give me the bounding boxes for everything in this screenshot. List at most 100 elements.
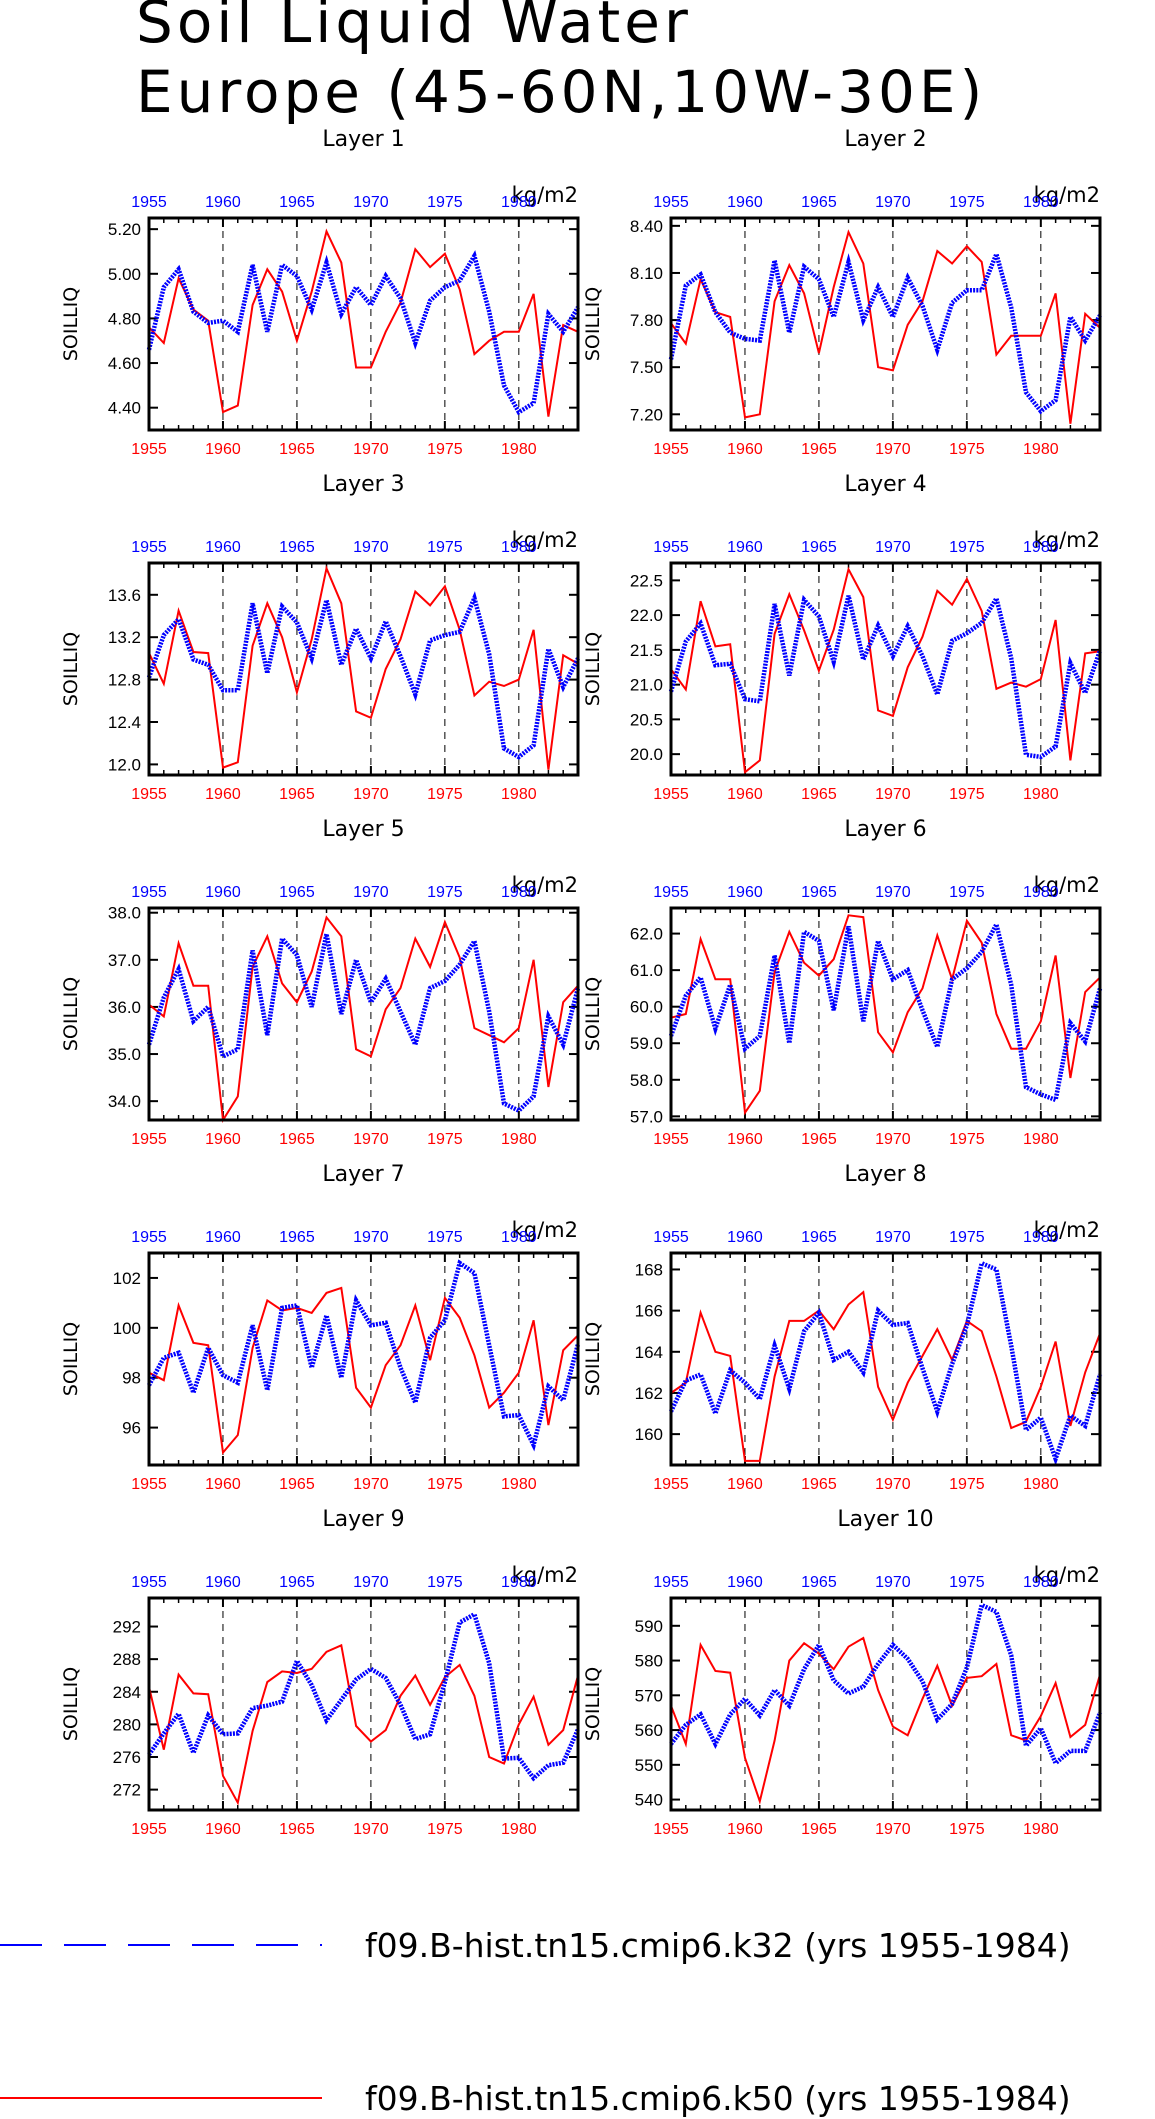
x-tick-label-top: 1960 bbox=[205, 1574, 241, 1591]
x-tick-label-bottom: 1970 bbox=[353, 1476, 389, 1493]
panel-title: Layer 8 bbox=[844, 1162, 926, 1187]
y-tick-label: 62.0 bbox=[630, 925, 663, 944]
x-tick-label-top: 1980 bbox=[1023, 194, 1059, 211]
x-tick-label-top: 1965 bbox=[801, 884, 837, 901]
x-tick-label-top: 1970 bbox=[875, 539, 911, 556]
x-tick-label-top: 1970 bbox=[353, 539, 389, 556]
panel-title: Layer 5 bbox=[322, 817, 404, 842]
series-line-k50 bbox=[670, 1636, 1101, 1805]
x-tick-label-bottom: 1960 bbox=[205, 1476, 241, 1493]
x-tick-label-top: 1980 bbox=[501, 884, 537, 901]
chart-panel: Layer 8 kg/m2 SOILLIQ 1955 1955 1960 1960 1965 1… bbox=[582, 1162, 1103, 1493]
y-tick-label: 12.8 bbox=[108, 671, 141, 690]
x-tick-label-top: 1955 bbox=[131, 194, 167, 211]
y-tick-label: 550 bbox=[635, 1756, 663, 1775]
chart-panel: Layer 10 kg/m2 SOILLIQ 1955 1955 1960 1960 1965… bbox=[582, 1507, 1103, 1838]
y-tick-label: 560 bbox=[635, 1721, 663, 1740]
series-line-k50 bbox=[148, 228, 579, 417]
x-tick-label-top: 1975 bbox=[427, 1229, 463, 1246]
x-tick-label-top: 1980 bbox=[1023, 1229, 1059, 1246]
units-label: kg/m2 bbox=[512, 183, 578, 207]
series-line-k32 bbox=[669, 1601, 1103, 1767]
x-tick-label-bottom: 1970 bbox=[875, 1476, 911, 1493]
x-tick-label-top: 1965 bbox=[801, 1574, 837, 1591]
x-tick-label-top: 1955 bbox=[131, 539, 167, 556]
y-tick-label: 35.0 bbox=[108, 1045, 141, 1064]
x-tick-label-top: 1955 bbox=[131, 1574, 167, 1591]
series-line-k32 bbox=[668, 247, 1102, 415]
x-tick-label-bottom: 1980 bbox=[1023, 1476, 1059, 1493]
y-axis-label: SOILLIQ bbox=[60, 632, 82, 706]
series-line-k50 bbox=[148, 1643, 579, 1806]
x-tick-label-bottom: 1965 bbox=[279, 1476, 315, 1493]
y-tick-label: 570 bbox=[635, 1686, 663, 1705]
y-tick-label: 102 bbox=[113, 1269, 141, 1288]
x-tick-label-top: 1980 bbox=[1023, 884, 1059, 901]
series-line-k50 bbox=[670, 229, 1101, 424]
y-tick-label: 272 bbox=[113, 1781, 141, 1800]
x-tick-label-bottom: 1965 bbox=[801, 1131, 837, 1148]
y-tick-label: 8.10 bbox=[630, 264, 663, 283]
x-tick-label-bottom: 1965 bbox=[279, 1821, 315, 1838]
x-tick-label-bottom: 1970 bbox=[875, 1131, 911, 1148]
x-tick-label-bottom: 1960 bbox=[727, 1131, 763, 1148]
x-tick-label-top: 1975 bbox=[427, 194, 463, 211]
y-axis-label: SOILLIQ bbox=[582, 287, 604, 361]
y-tick-label: 20.0 bbox=[630, 745, 663, 764]
x-tick-label-top: 1975 bbox=[949, 884, 985, 901]
y-axis-label: SOILLIQ bbox=[582, 1667, 604, 1741]
x-tick-label-bottom: 1970 bbox=[875, 786, 911, 803]
x-tick-label-top: 1955 bbox=[131, 1229, 167, 1246]
x-tick-label-bottom: 1975 bbox=[949, 786, 985, 803]
x-tick-label-bottom: 1980 bbox=[501, 441, 537, 458]
y-tick-label: 284 bbox=[113, 1683, 141, 1702]
x-tick-label-top: 1960 bbox=[727, 194, 763, 211]
panel-title: Layer 4 bbox=[844, 472, 926, 497]
x-tick-label-bottom: 1970 bbox=[353, 786, 389, 803]
y-tick-label: 98 bbox=[122, 1369, 141, 1388]
plot-frame bbox=[147, 561, 580, 777]
panel-title: Layer 2 bbox=[844, 127, 926, 152]
plot-frame bbox=[669, 561, 1102, 777]
y-tick-label: 8.40 bbox=[630, 217, 663, 236]
series-line-k50 bbox=[670, 566, 1101, 775]
plot-frame bbox=[669, 1596, 1102, 1812]
y-tick-label: 4.80 bbox=[108, 309, 141, 328]
y-tick-label: 36.0 bbox=[108, 998, 141, 1017]
x-tick-label-top: 1980 bbox=[501, 539, 537, 556]
x-tick-label-top: 1965 bbox=[801, 194, 837, 211]
y-tick-label: 12.4 bbox=[108, 713, 141, 732]
series-line-k32 bbox=[147, 1610, 581, 1782]
y-axis-label: SOILLIQ bbox=[582, 632, 604, 706]
x-tick-label-bottom: 1965 bbox=[801, 1821, 837, 1838]
x-tick-label-top: 1970 bbox=[875, 1229, 911, 1246]
x-tick-label-bottom: 1960 bbox=[205, 786, 241, 803]
x-tick-label-top: 1975 bbox=[949, 539, 985, 556]
series-line-k32 bbox=[146, 933, 581, 1114]
chart-panel: Layer 9 kg/m2 SOILLIQ 1955 1955 1960 1960 1965 1… bbox=[60, 1507, 581, 1838]
x-tick-label-bottom: 1980 bbox=[1023, 1131, 1059, 1148]
x-tick-label-bottom: 1960 bbox=[205, 1131, 241, 1148]
chart-panel: Layer 2 kg/m2 SOILLIQ 1955 1955 1960 1960 1965 1… bbox=[582, 127, 1102, 458]
units-label: kg/m2 bbox=[512, 1218, 578, 1242]
x-tick-label-bottom: 1955 bbox=[131, 1821, 167, 1838]
panels-grid: Layer 1 kg/m2 SOILLIQ 1955 1955 1960 1960 1965 1… bbox=[60, 127, 1103, 1838]
units-label: kg/m2 bbox=[1034, 1563, 1100, 1587]
units-label: kg/m2 bbox=[512, 873, 578, 897]
series-line-k50 bbox=[148, 915, 579, 1123]
units-label: kg/m2 bbox=[512, 528, 578, 552]
x-tick-label-top: 1960 bbox=[727, 1574, 763, 1591]
x-tick-label-top: 1965 bbox=[279, 194, 315, 211]
x-tick-label-bottom: 1975 bbox=[949, 441, 985, 458]
y-tick-label: 4.60 bbox=[108, 354, 141, 373]
y-tick-label: 160 bbox=[635, 1425, 663, 1444]
y-tick-label: 276 bbox=[113, 1748, 141, 1767]
x-tick-label-bottom: 1965 bbox=[279, 441, 315, 458]
x-tick-label-bottom: 1955 bbox=[131, 441, 167, 458]
x-tick-label-bottom: 1955 bbox=[131, 1476, 167, 1493]
series-line-k32 bbox=[668, 918, 1103, 1103]
series-line-k50 bbox=[670, 1290, 1101, 1462]
x-tick-label-top: 1965 bbox=[279, 1574, 315, 1591]
series-line-k32 bbox=[668, 1260, 1103, 1466]
